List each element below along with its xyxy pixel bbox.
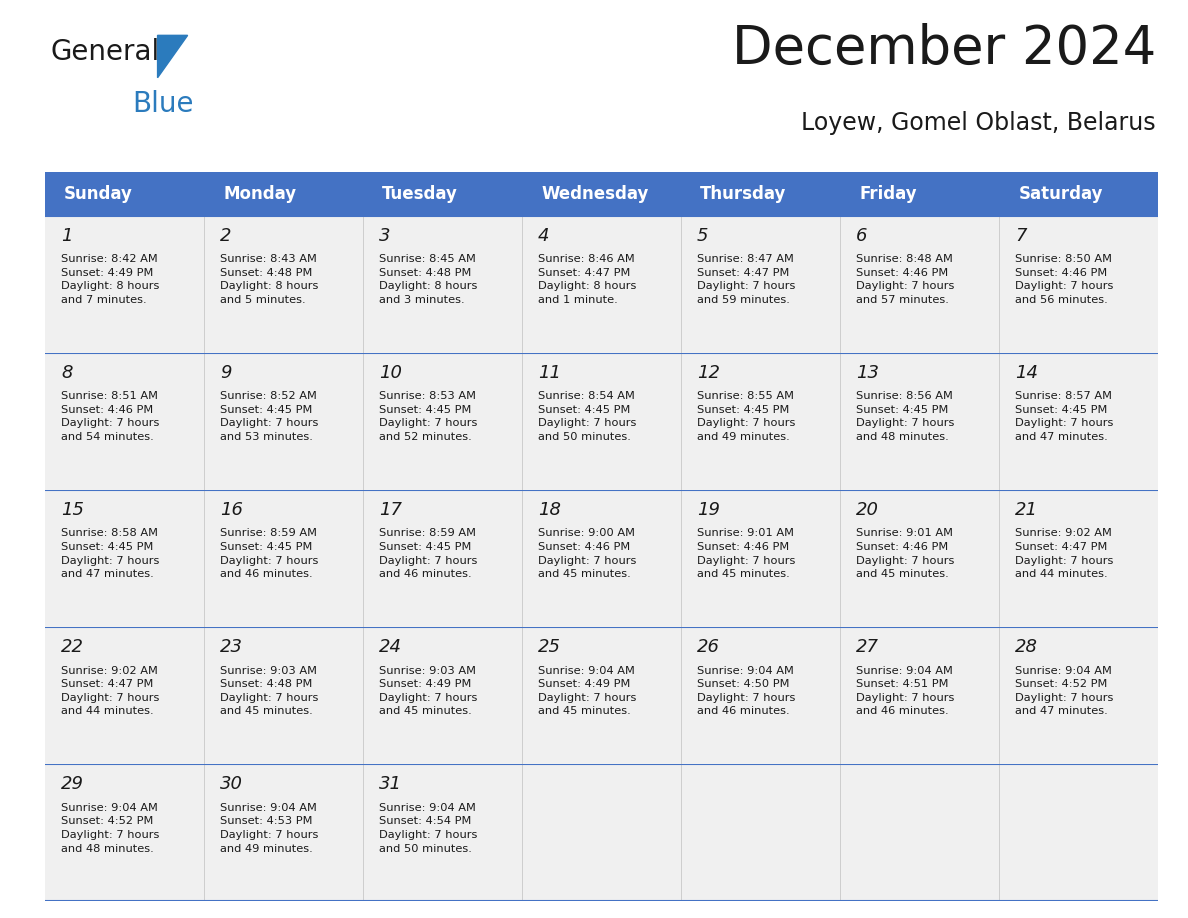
- Text: 22: 22: [61, 638, 84, 656]
- Text: General: General: [51, 39, 160, 66]
- Text: Sunrise: 8:52 AM
Sunset: 4:45 PM
Daylight: 7 hours
and 53 minutes.: Sunrise: 8:52 AM Sunset: 4:45 PM Dayligh…: [220, 391, 318, 442]
- Text: Sunrise: 8:50 AM
Sunset: 4:46 PM
Daylight: 7 hours
and 56 minutes.: Sunrise: 8:50 AM Sunset: 4:46 PM Dayligh…: [1016, 254, 1113, 305]
- Text: Sunrise: 8:47 AM
Sunset: 4:47 PM
Daylight: 7 hours
and 59 minutes.: Sunrise: 8:47 AM Sunset: 4:47 PM Dayligh…: [697, 254, 796, 305]
- Text: 2: 2: [220, 227, 232, 245]
- Text: Sunday: Sunday: [64, 185, 133, 203]
- Text: 28: 28: [1016, 638, 1038, 656]
- Text: 3: 3: [379, 227, 391, 245]
- Text: 7: 7: [1016, 227, 1026, 245]
- Text: Tuesday: Tuesday: [383, 185, 459, 203]
- Text: Sunrise: 9:03 AM
Sunset: 4:48 PM
Daylight: 7 hours
and 45 minutes.: Sunrise: 9:03 AM Sunset: 4:48 PM Dayligh…: [220, 666, 318, 716]
- Text: Saturday: Saturday: [1018, 185, 1102, 203]
- Text: 5: 5: [697, 227, 708, 245]
- Text: 15: 15: [61, 501, 84, 519]
- Text: 26: 26: [697, 638, 720, 656]
- Text: Sunrise: 9:02 AM
Sunset: 4:47 PM
Daylight: 7 hours
and 44 minutes.: Sunrise: 9:02 AM Sunset: 4:47 PM Dayligh…: [61, 666, 159, 716]
- Text: 23: 23: [220, 638, 244, 656]
- Text: Sunrise: 8:48 AM
Sunset: 4:46 PM
Daylight: 7 hours
and 57 minutes.: Sunrise: 8:48 AM Sunset: 4:46 PM Dayligh…: [857, 254, 954, 305]
- Text: 31: 31: [379, 776, 402, 793]
- Text: Wednesday: Wednesday: [542, 185, 649, 203]
- Text: Sunrise: 9:04 AM
Sunset: 4:52 PM
Daylight: 7 hours
and 47 minutes.: Sunrise: 9:04 AM Sunset: 4:52 PM Dayligh…: [1016, 666, 1113, 716]
- Text: Blue: Blue: [132, 90, 194, 118]
- Text: Sunrise: 8:59 AM
Sunset: 4:45 PM
Daylight: 7 hours
and 46 minutes.: Sunrise: 8:59 AM Sunset: 4:45 PM Dayligh…: [379, 529, 478, 579]
- Text: 18: 18: [538, 501, 561, 519]
- Text: 27: 27: [857, 638, 879, 656]
- Text: Sunrise: 9:03 AM
Sunset: 4:49 PM
Daylight: 7 hours
and 45 minutes.: Sunrise: 9:03 AM Sunset: 4:49 PM Dayligh…: [379, 666, 478, 716]
- Text: 20: 20: [857, 501, 879, 519]
- Text: Thursday: Thursday: [700, 185, 786, 203]
- Text: 4: 4: [538, 227, 550, 245]
- Text: Sunrise: 9:04 AM
Sunset: 4:51 PM
Daylight: 7 hours
and 46 minutes.: Sunrise: 9:04 AM Sunset: 4:51 PM Dayligh…: [857, 666, 954, 716]
- Text: Sunrise: 9:04 AM
Sunset: 4:53 PM
Daylight: 7 hours
and 49 minutes.: Sunrise: 9:04 AM Sunset: 4:53 PM Dayligh…: [220, 802, 318, 854]
- Text: Monday: Monday: [223, 185, 296, 203]
- Text: Sunrise: 8:51 AM
Sunset: 4:46 PM
Daylight: 7 hours
and 54 minutes.: Sunrise: 8:51 AM Sunset: 4:46 PM Dayligh…: [61, 391, 159, 442]
- Text: Sunrise: 8:45 AM
Sunset: 4:48 PM
Daylight: 8 hours
and 3 minutes.: Sunrise: 8:45 AM Sunset: 4:48 PM Dayligh…: [379, 254, 478, 305]
- Text: Sunrise: 9:01 AM
Sunset: 4:46 PM
Daylight: 7 hours
and 45 minutes.: Sunrise: 9:01 AM Sunset: 4:46 PM Dayligh…: [857, 529, 954, 579]
- Text: Sunrise: 8:43 AM
Sunset: 4:48 PM
Daylight: 8 hours
and 5 minutes.: Sunrise: 8:43 AM Sunset: 4:48 PM Dayligh…: [220, 254, 318, 305]
- Text: Sunrise: 8:54 AM
Sunset: 4:45 PM
Daylight: 7 hours
and 50 minutes.: Sunrise: 8:54 AM Sunset: 4:45 PM Dayligh…: [538, 391, 637, 442]
- Text: 9: 9: [220, 364, 232, 382]
- Text: Sunrise: 9:01 AM
Sunset: 4:46 PM
Daylight: 7 hours
and 45 minutes.: Sunrise: 9:01 AM Sunset: 4:46 PM Dayligh…: [697, 529, 796, 579]
- Text: Sunrise: 8:46 AM
Sunset: 4:47 PM
Daylight: 8 hours
and 1 minute.: Sunrise: 8:46 AM Sunset: 4:47 PM Dayligh…: [538, 254, 637, 305]
- Text: Sunrise: 8:56 AM
Sunset: 4:45 PM
Daylight: 7 hours
and 48 minutes.: Sunrise: 8:56 AM Sunset: 4:45 PM Dayligh…: [857, 391, 954, 442]
- Text: Sunrise: 9:00 AM
Sunset: 4:46 PM
Daylight: 7 hours
and 45 minutes.: Sunrise: 9:00 AM Sunset: 4:46 PM Dayligh…: [538, 529, 637, 579]
- Text: 6: 6: [857, 227, 867, 245]
- Text: 8: 8: [61, 364, 72, 382]
- Text: Sunrise: 8:59 AM
Sunset: 4:45 PM
Daylight: 7 hours
and 46 minutes.: Sunrise: 8:59 AM Sunset: 4:45 PM Dayligh…: [220, 529, 318, 579]
- Text: Friday: Friday: [859, 185, 917, 203]
- Text: 21: 21: [1016, 501, 1038, 519]
- Text: Sunrise: 9:04 AM
Sunset: 4:54 PM
Daylight: 7 hours
and 50 minutes.: Sunrise: 9:04 AM Sunset: 4:54 PM Dayligh…: [379, 802, 478, 854]
- Text: 13: 13: [857, 364, 879, 382]
- Text: 10: 10: [379, 364, 402, 382]
- Text: Sunrise: 8:53 AM
Sunset: 4:45 PM
Daylight: 7 hours
and 52 minutes.: Sunrise: 8:53 AM Sunset: 4:45 PM Dayligh…: [379, 391, 478, 442]
- Text: 1: 1: [61, 227, 72, 245]
- Text: 17: 17: [379, 501, 402, 519]
- Text: 25: 25: [538, 638, 561, 656]
- Text: 14: 14: [1016, 364, 1038, 382]
- Polygon shape: [158, 35, 188, 78]
- Text: 24: 24: [379, 638, 402, 656]
- Text: 19: 19: [697, 501, 720, 519]
- Text: 29: 29: [61, 776, 84, 793]
- Text: Sunrise: 8:55 AM
Sunset: 4:45 PM
Daylight: 7 hours
and 49 minutes.: Sunrise: 8:55 AM Sunset: 4:45 PM Dayligh…: [697, 391, 796, 442]
- Text: Sunrise: 8:42 AM
Sunset: 4:49 PM
Daylight: 8 hours
and 7 minutes.: Sunrise: 8:42 AM Sunset: 4:49 PM Dayligh…: [61, 254, 159, 305]
- Text: Sunrise: 9:02 AM
Sunset: 4:47 PM
Daylight: 7 hours
and 44 minutes.: Sunrise: 9:02 AM Sunset: 4:47 PM Dayligh…: [1016, 529, 1113, 579]
- Text: 12: 12: [697, 364, 720, 382]
- Text: 16: 16: [220, 501, 244, 519]
- Text: Sunrise: 9:04 AM
Sunset: 4:50 PM
Daylight: 7 hours
and 46 minutes.: Sunrise: 9:04 AM Sunset: 4:50 PM Dayligh…: [697, 666, 796, 716]
- Text: 11: 11: [538, 364, 561, 382]
- Text: Sunrise: 9:04 AM
Sunset: 4:52 PM
Daylight: 7 hours
and 48 minutes.: Sunrise: 9:04 AM Sunset: 4:52 PM Dayligh…: [61, 802, 159, 854]
- Text: 30: 30: [220, 776, 244, 793]
- Text: December 2024: December 2024: [732, 23, 1156, 75]
- Text: Sunrise: 8:58 AM
Sunset: 4:45 PM
Daylight: 7 hours
and 47 minutes.: Sunrise: 8:58 AM Sunset: 4:45 PM Dayligh…: [61, 529, 159, 579]
- Text: Sunrise: 9:04 AM
Sunset: 4:49 PM
Daylight: 7 hours
and 45 minutes.: Sunrise: 9:04 AM Sunset: 4:49 PM Dayligh…: [538, 666, 637, 716]
- Text: Loyew, Gomel Oblast, Belarus: Loyew, Gomel Oblast, Belarus: [802, 111, 1156, 135]
- Text: Sunrise: 8:57 AM
Sunset: 4:45 PM
Daylight: 7 hours
and 47 minutes.: Sunrise: 8:57 AM Sunset: 4:45 PM Dayligh…: [1016, 391, 1113, 442]
